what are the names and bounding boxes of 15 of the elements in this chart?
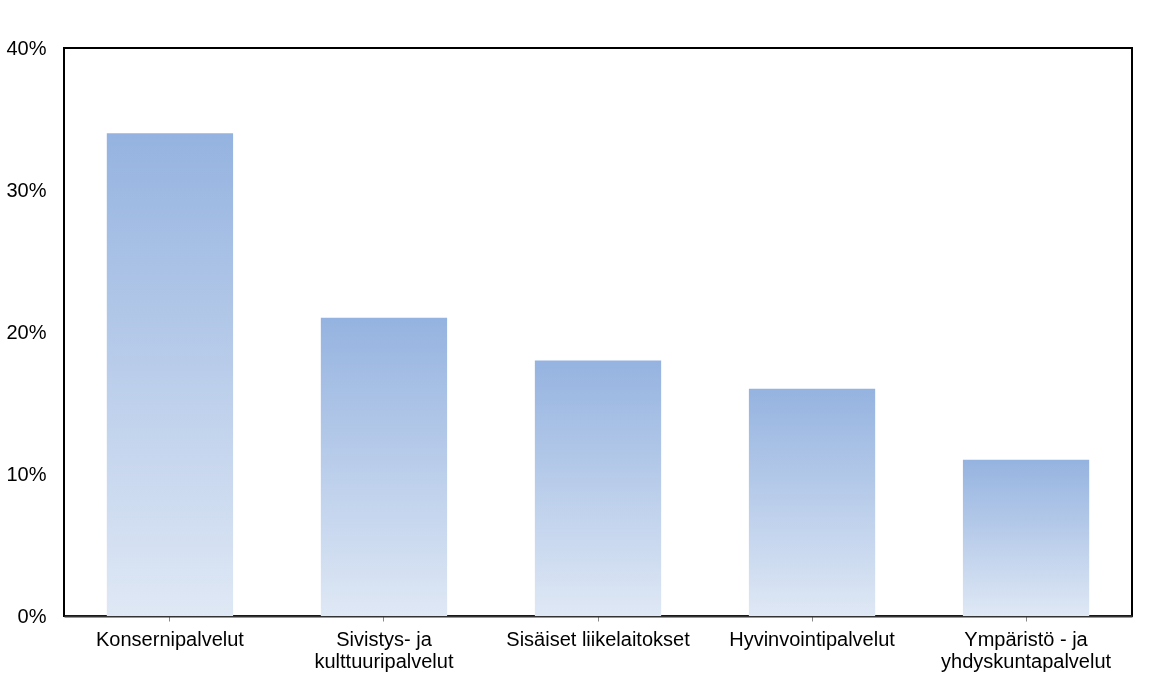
y-tick-label: 20% bbox=[6, 320, 47, 343]
y-tick-label: 40% bbox=[6, 36, 47, 59]
bar bbox=[106, 133, 234, 616]
x-tick-label: Sisäiset liikelaitokset bbox=[506, 627, 691, 650]
y-tick-label: 30% bbox=[6, 178, 47, 201]
x-tick-label: Ympäristö - ja yhdyskuntapalvelut bbox=[941, 627, 1112, 672]
x-tick-label: Konsernipalvelut bbox=[96, 627, 245, 650]
bar bbox=[320, 317, 448, 616]
y-tick-label: 0% bbox=[17, 604, 47, 627]
x-tick-label: Hyvinvointipalvelut bbox=[729, 627, 896, 650]
bar bbox=[748, 388, 876, 616]
x-tick-label: Sivistys- ja kulttuuripalvelut bbox=[314, 627, 454, 672]
bar bbox=[962, 459, 1090, 616]
bar bbox=[534, 360, 662, 616]
y-tick-label: 10% bbox=[6, 462, 47, 485]
